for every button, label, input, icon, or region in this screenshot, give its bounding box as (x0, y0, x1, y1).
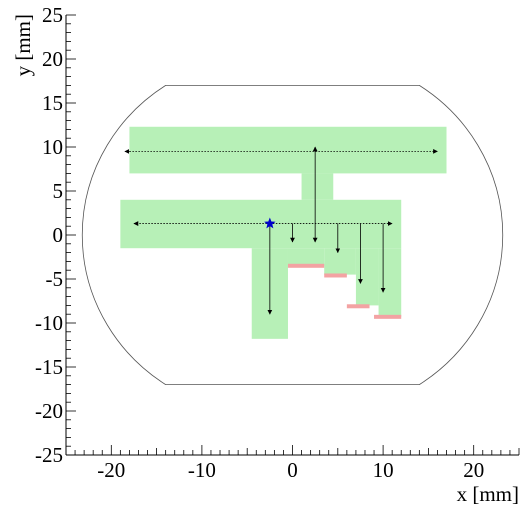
y-tick-label: 0 (53, 223, 64, 247)
start-point (264, 217, 276, 229)
scan-region (287, 248, 325, 266)
scan-region (378, 248, 402, 317)
scan-region (129, 126, 447, 174)
x-tick-label: 10 (373, 458, 394, 482)
y-tick-label: 10 (42, 135, 63, 159)
y-tick-label: -5 (46, 267, 64, 291)
boundary-outline (81, 85, 504, 385)
scan-region (120, 199, 402, 249)
y-tick-label: -10 (35, 311, 63, 335)
endcap-mark (287, 263, 325, 268)
scan-region (324, 248, 356, 275)
y-tick-label: -20 (35, 399, 63, 423)
y-axis-label: y [mm] (11, 14, 35, 76)
endcap-mark (324, 273, 347, 278)
y-tick-label: 15 (42, 91, 63, 115)
scan-arrows (124, 146, 438, 315)
y-tick-label: 20 (42, 47, 63, 71)
x-tick-label: 20 (463, 458, 484, 482)
chamber-boundary (81, 85, 504, 385)
endcap-marks (287, 263, 402, 319)
x-tick-label: -10 (188, 458, 216, 482)
scan-region (355, 248, 379, 306)
x-tick-label: -20 (97, 458, 125, 482)
endcap-mark (374, 314, 402, 319)
tick-labels: -20 -10 0 10 20 -25 -20 -15 -10 -5 0 5 10 15 20 25 (35, 3, 484, 482)
scan-regions (120, 126, 447, 339)
endcap-mark (346, 304, 370, 309)
y-tick-label: 25 (42, 3, 63, 27)
x-axis-label: x [mm] (457, 482, 519, 506)
y-tick-label: -25 (35, 443, 63, 467)
x-tick-label: 0 (287, 458, 298, 482)
scan-region (301, 173, 334, 200)
y-tick-label: 5 (53, 179, 64, 203)
axes (65, 14, 520, 456)
y-tick-label: -15 (35, 355, 63, 379)
start-star (264, 217, 276, 229)
